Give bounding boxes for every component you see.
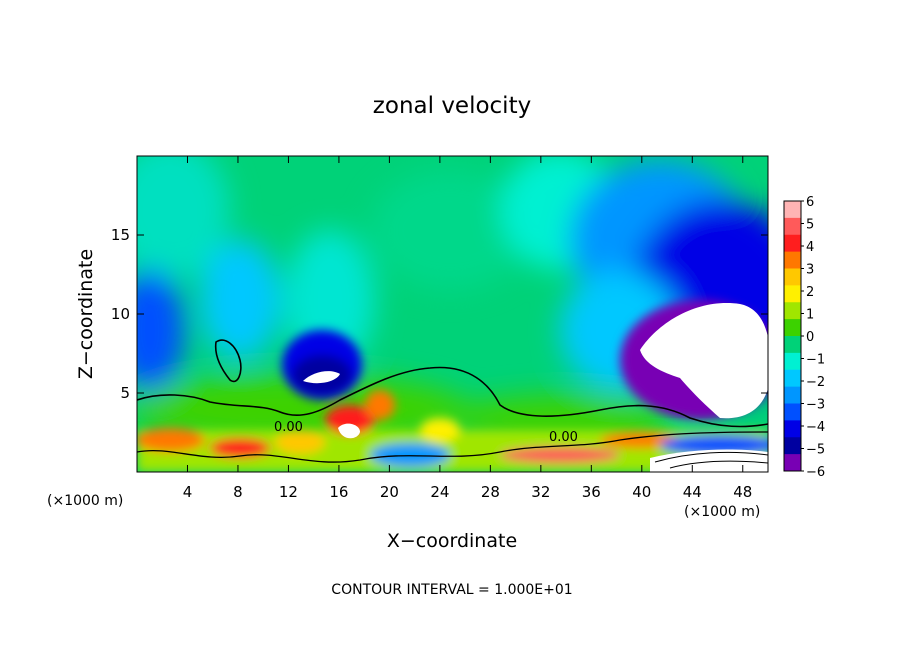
colorbar-swatch bbox=[784, 217, 801, 236]
x-tick-label: 8 bbox=[233, 483, 243, 501]
colorbar-swatch bbox=[784, 285, 801, 303]
x-axis-ticks: 4 8 12 16 20 24 28 32 36 40 44 48 bbox=[183, 156, 752, 501]
colorbar-label: 0 bbox=[806, 330, 814, 345]
colorbar-swatch bbox=[784, 319, 801, 337]
x-axis-label: X−coordinate bbox=[387, 530, 517, 552]
colorbar-label: −6 bbox=[806, 465, 825, 480]
contour-interval-note: CONTOUR INTERVAL = 1.000E+01 bbox=[331, 582, 572, 598]
x-tick-label: 28 bbox=[481, 483, 500, 501]
y-axis-ticks: 5 10 15 bbox=[111, 226, 768, 402]
x-tick-label: 24 bbox=[430, 483, 449, 501]
colorbar-swatch bbox=[784, 336, 801, 354]
colorbar-label: 4 bbox=[806, 240, 814, 255]
x-tick-label: 40 bbox=[632, 483, 651, 501]
x-tick-label: 16 bbox=[329, 483, 348, 501]
chart-title: zonal velocity bbox=[373, 93, 531, 119]
colorbar-swatch bbox=[784, 234, 801, 253]
colorbar-swatch bbox=[784, 251, 801, 269]
y-axis-label: Z−coordinate bbox=[75, 249, 97, 379]
colorbar-swatch bbox=[784, 403, 801, 421]
colorbar-label: −2 bbox=[806, 375, 825, 390]
colorbar-swatch bbox=[784, 420, 801, 438]
contour-label: 0.00 bbox=[549, 430, 578, 445]
colorbar-label: 3 bbox=[806, 263, 814, 278]
colorbar-swatch bbox=[784, 201, 801, 219]
colorbar-swatch bbox=[784, 386, 801, 404]
contour-label: 0.00 bbox=[274, 420, 303, 435]
x-tick-label: 48 bbox=[733, 483, 752, 501]
x-tick-label: 36 bbox=[582, 483, 601, 501]
colorbar-swatch bbox=[784, 437, 801, 455]
y-tick-label: 15 bbox=[111, 226, 130, 244]
colorbar-label: −5 bbox=[806, 443, 825, 458]
colorbar-label: −3 bbox=[806, 398, 825, 413]
x-unit-label-right: (×1000 m) bbox=[684, 504, 760, 520]
colorbar-label: 1 bbox=[806, 308, 814, 323]
y-tick-label: 10 bbox=[111, 305, 130, 323]
colorbar-swatch bbox=[784, 352, 801, 371]
x-tick-label: 44 bbox=[683, 483, 702, 501]
colorbar-swatch bbox=[784, 302, 801, 320]
x-tick-label: 4 bbox=[183, 483, 193, 501]
colorbar-label: 2 bbox=[806, 285, 814, 300]
heatmap-field bbox=[137, 156, 768, 472]
x-tick-label: 32 bbox=[531, 483, 550, 501]
colorbar-swatch bbox=[784, 369, 801, 388]
x-tick-label: 12 bbox=[279, 483, 298, 501]
y-tick-label: 5 bbox=[120, 384, 130, 402]
colorbar-label: −1 bbox=[806, 353, 825, 368]
x-unit-label-left: (×1000 m) bbox=[47, 493, 123, 509]
colorbar-label: −4 bbox=[806, 420, 825, 435]
colorbar-swatch bbox=[784, 268, 801, 286]
x-tick-label: 20 bbox=[380, 483, 399, 501]
colorbar-label: 6 bbox=[806, 195, 814, 210]
colorbar-swatch bbox=[784, 454, 801, 472]
colorbar: 6 5 4 3 2 1 0 −1 −2 −3 −4 −5 −6 bbox=[783, 195, 825, 480]
colorbar-label: 5 bbox=[806, 218, 814, 233]
